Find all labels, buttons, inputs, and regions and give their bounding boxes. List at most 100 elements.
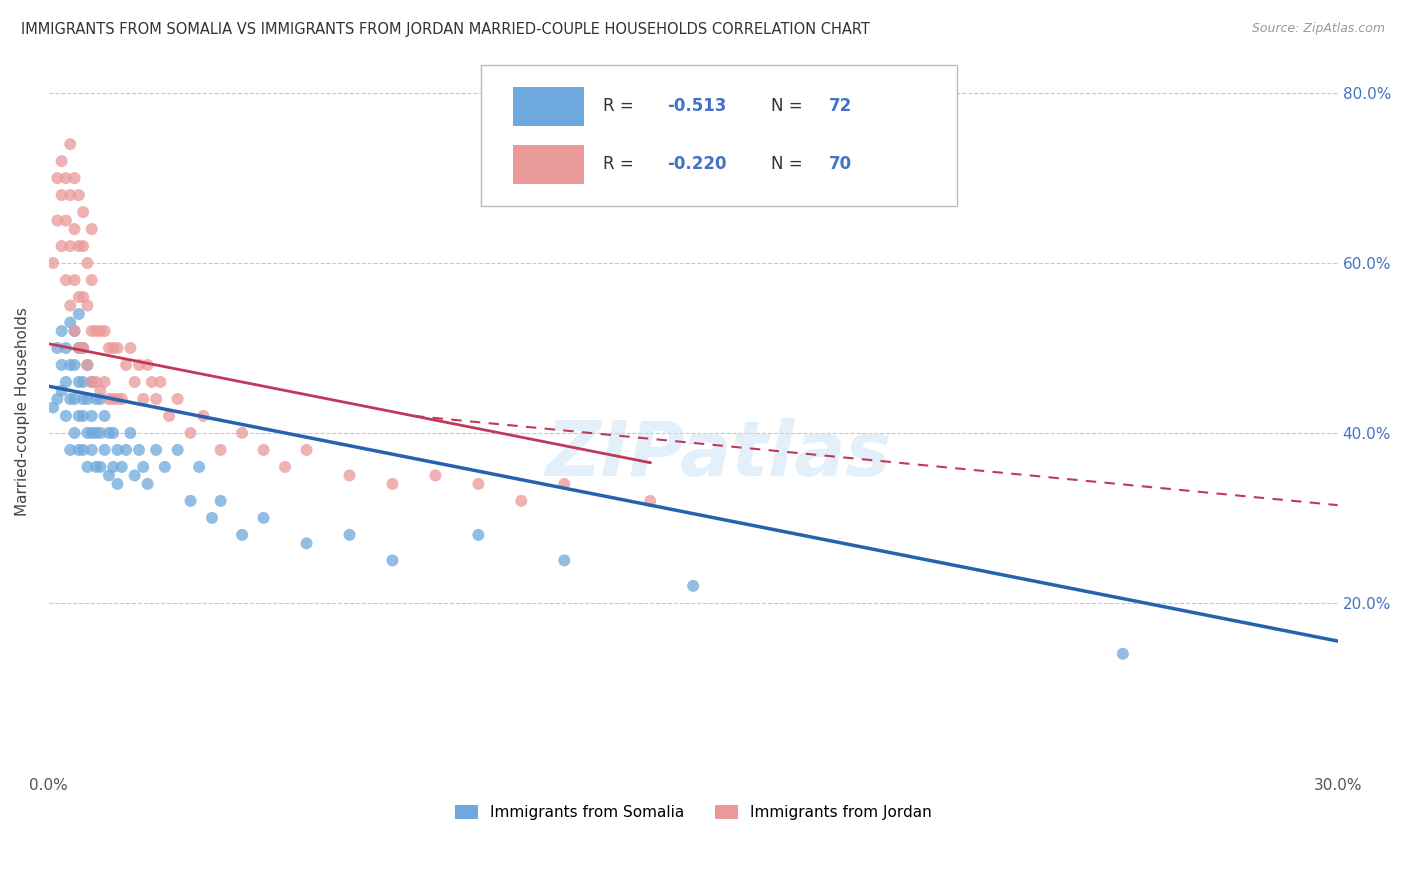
Point	[339, 468, 361, 483]
Text: ZIPatlas: ZIPatlas	[546, 418, 891, 492]
Point	[166, 392, 188, 406]
Point	[55, 341, 77, 355]
Point	[136, 358, 159, 372]
Point	[89, 459, 111, 474]
Point	[93, 409, 115, 423]
Text: R =: R =	[603, 97, 638, 115]
FancyBboxPatch shape	[513, 87, 583, 127]
Text: Source: ZipAtlas.com: Source: ZipAtlas.com	[1251, 22, 1385, 36]
Point	[80, 273, 103, 287]
Point	[76, 459, 98, 474]
Point	[80, 324, 103, 338]
Point	[274, 459, 297, 474]
Point	[124, 468, 146, 483]
FancyBboxPatch shape	[513, 145, 583, 185]
Point	[510, 494, 533, 508]
Point	[72, 392, 94, 406]
Point	[59, 137, 82, 152]
Point	[97, 425, 120, 440]
Point	[467, 528, 489, 542]
Point	[76, 358, 98, 372]
Point	[84, 425, 107, 440]
Point	[63, 171, 86, 186]
Point	[67, 341, 90, 355]
Point	[188, 459, 211, 474]
Point	[80, 442, 103, 457]
Point	[93, 375, 115, 389]
Point	[72, 341, 94, 355]
Point	[145, 392, 167, 406]
Point	[80, 409, 103, 423]
Point	[97, 468, 120, 483]
Point	[89, 425, 111, 440]
Point	[63, 324, 86, 338]
Point	[76, 425, 98, 440]
Point	[55, 409, 77, 423]
Point	[80, 375, 103, 389]
Point	[107, 341, 129, 355]
Point	[103, 459, 125, 474]
Point	[115, 442, 138, 457]
Point	[51, 324, 73, 338]
Point	[72, 409, 94, 423]
Point	[42, 256, 65, 270]
Point	[59, 299, 82, 313]
Point	[72, 290, 94, 304]
Point	[149, 375, 172, 389]
Point	[97, 341, 120, 355]
Point	[55, 273, 77, 287]
Point	[252, 511, 274, 525]
Text: -0.220: -0.220	[668, 155, 727, 173]
Point	[107, 442, 129, 457]
Point	[67, 307, 90, 321]
Point	[1112, 647, 1135, 661]
Point	[120, 341, 142, 355]
Point	[55, 213, 77, 227]
Text: -0.513: -0.513	[668, 97, 727, 115]
Text: 72: 72	[828, 97, 852, 115]
Point	[51, 239, 73, 253]
Point	[103, 341, 125, 355]
Point	[80, 222, 103, 236]
Point	[425, 468, 447, 483]
Point	[67, 290, 90, 304]
Point	[89, 324, 111, 338]
Point	[295, 536, 318, 550]
Point	[132, 392, 155, 406]
Point	[80, 425, 103, 440]
Point	[46, 341, 69, 355]
Point	[63, 425, 86, 440]
Point	[231, 425, 253, 440]
Point	[93, 442, 115, 457]
Point	[46, 171, 69, 186]
Point	[103, 392, 125, 406]
Point	[59, 239, 82, 253]
Point	[467, 477, 489, 491]
Point	[93, 324, 115, 338]
Point	[339, 528, 361, 542]
Point	[84, 459, 107, 474]
Point	[72, 375, 94, 389]
Point	[84, 324, 107, 338]
Point	[209, 494, 232, 508]
Point	[67, 409, 90, 423]
Point	[180, 425, 202, 440]
Point	[46, 392, 69, 406]
Point	[72, 239, 94, 253]
Point	[76, 256, 98, 270]
Point	[381, 553, 404, 567]
Point	[84, 392, 107, 406]
Point	[63, 358, 86, 372]
Point	[46, 213, 69, 227]
Point	[252, 442, 274, 457]
Point	[120, 425, 142, 440]
Point	[51, 188, 73, 202]
Point	[76, 299, 98, 313]
Legend: Immigrants from Somalia, Immigrants from Jordan: Immigrants from Somalia, Immigrants from…	[449, 799, 938, 827]
Point	[59, 392, 82, 406]
Point	[63, 273, 86, 287]
Point	[55, 375, 77, 389]
Point	[67, 442, 90, 457]
Point	[59, 316, 82, 330]
Point	[59, 442, 82, 457]
